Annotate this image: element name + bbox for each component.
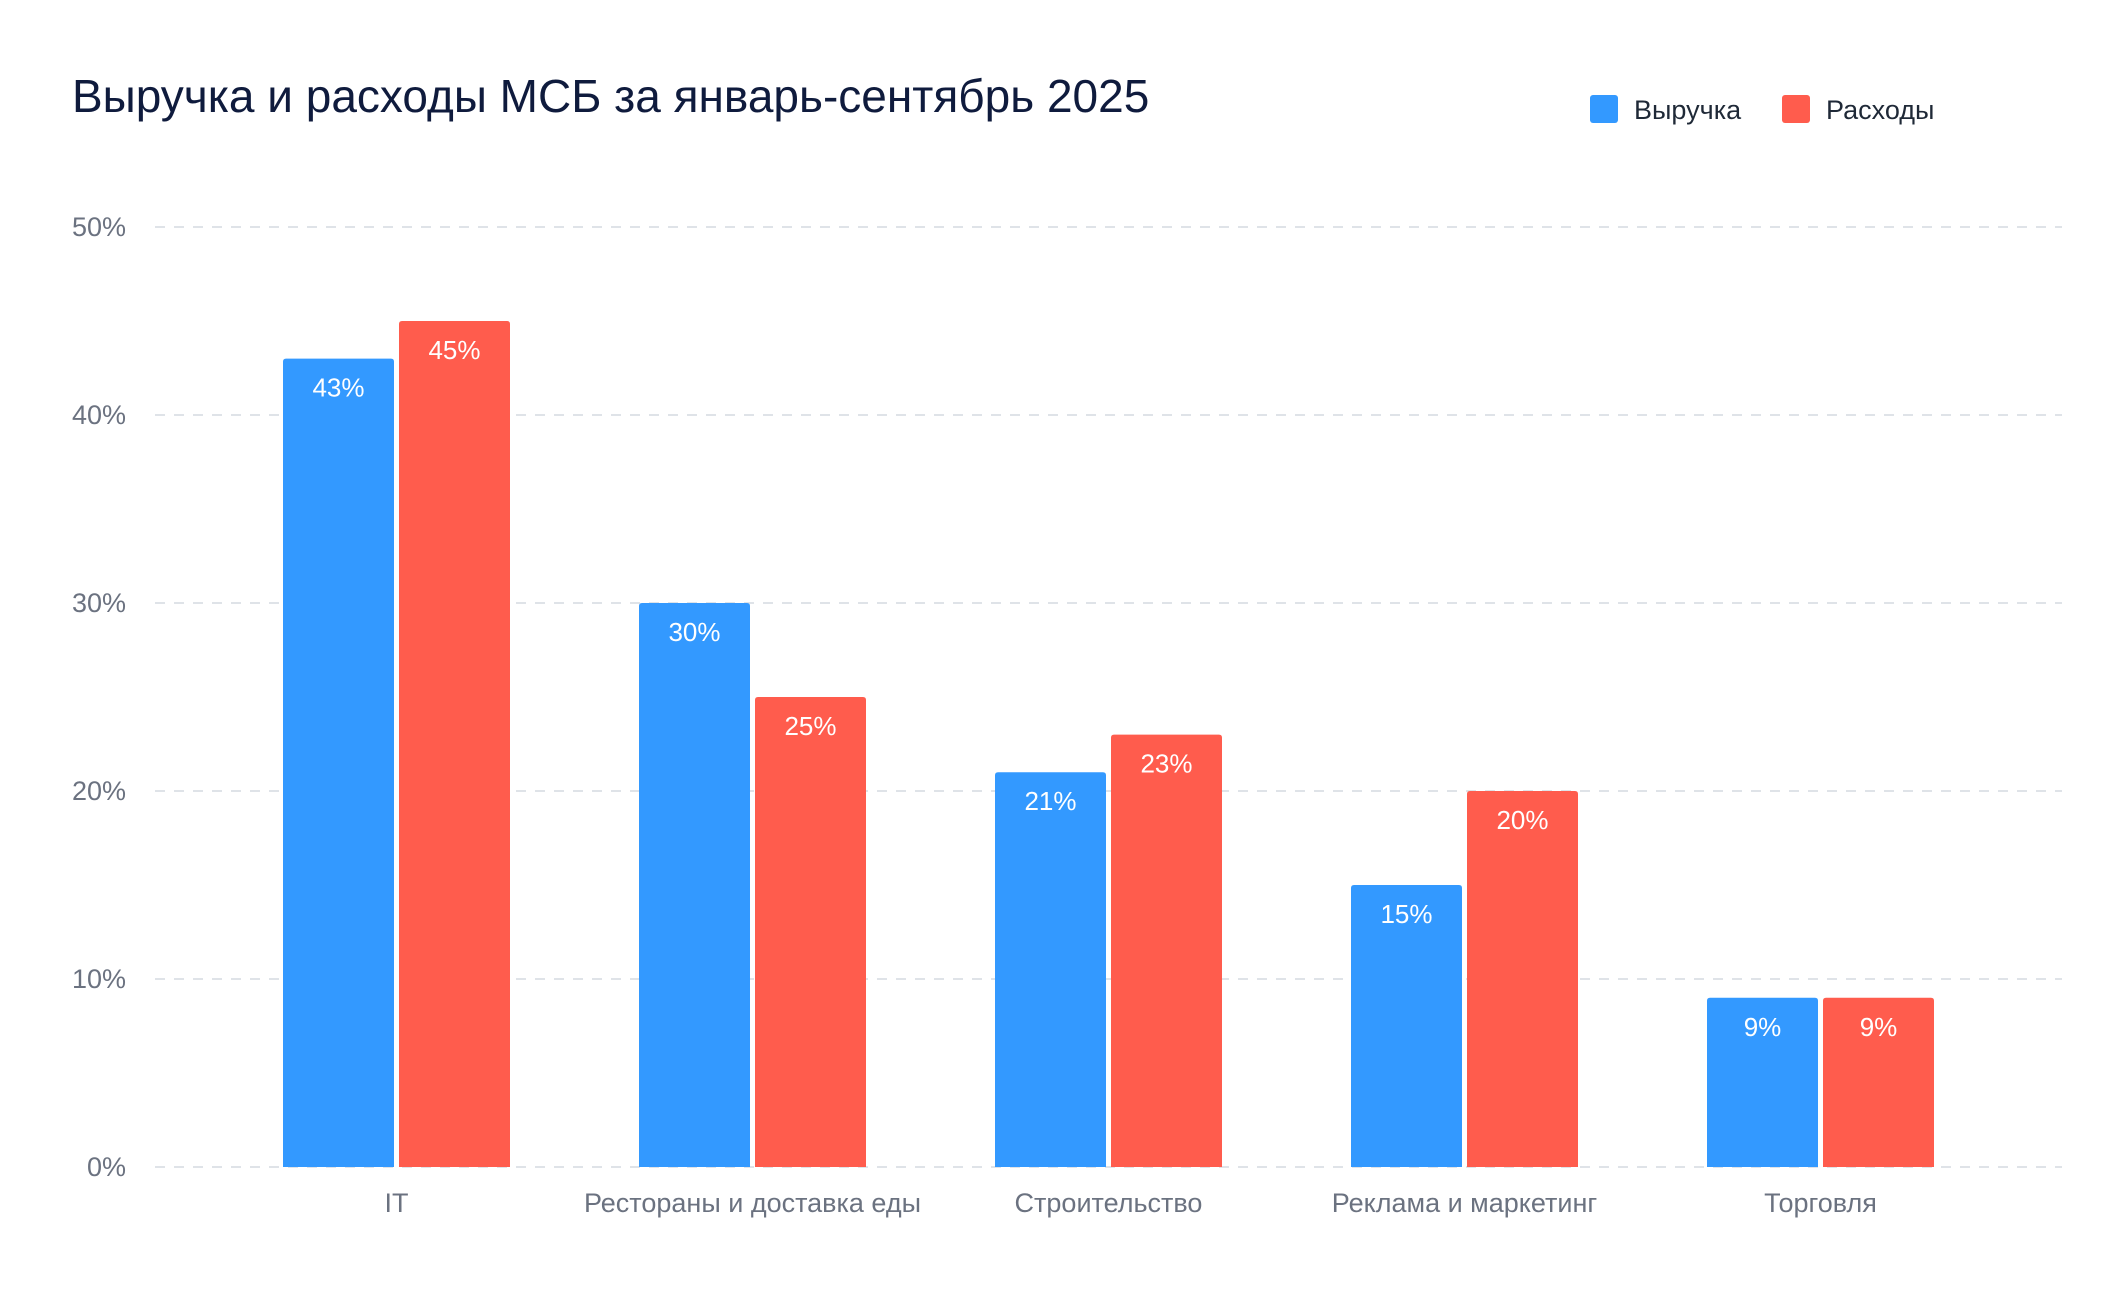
data-label-revenue: 30% (668, 617, 720, 647)
x-category-label: Рестораны и доставка еды (584, 1188, 921, 1218)
grid (155, 226, 2062, 1168)
x-axis: IT Рестораны и доставка еды Строительство Р… (385, 1188, 1877, 1218)
bar-revenue (283, 358, 394, 1168)
bar-revenue (1707, 997, 1818, 1167)
bar-expenses (1823, 997, 1934, 1167)
data-label-expenses: 25% (784, 711, 836, 741)
legend-label-expenses: Расходы (1826, 95, 1934, 125)
legend-label-revenue: Выручка (1634, 95, 1742, 125)
data-labels: 43% 45% 30% 25% 21% 23% 15% 20% 9% 9% (312, 335, 1897, 1042)
y-tick-label: 40% (72, 400, 126, 430)
legend-swatch-expenses (1782, 95, 1810, 123)
bar-revenue (995, 772, 1106, 1167)
bar-expenses (755, 697, 866, 1167)
bar-revenue (1351, 885, 1462, 1167)
y-tick-label: 20% (72, 776, 126, 806)
y-axis: 0% 10% 20% 30% 40% 50% (72, 212, 126, 1182)
x-category-label: Строительство (1015, 1188, 1203, 1218)
bar-revenue (639, 603, 750, 1167)
x-category-label: IT (385, 1188, 409, 1218)
y-tick-label: 10% (72, 964, 126, 994)
data-label-revenue: 9% (1744, 1012, 1782, 1042)
data-label-revenue: 15% (1380, 899, 1432, 929)
data-label-expenses: 9% (1860, 1012, 1898, 1042)
y-tick-label: 0% (87, 1152, 126, 1182)
data-label-expenses: 20% (1496, 805, 1548, 835)
bar-expenses (1111, 734, 1222, 1167)
chart-title: Выручка и расходы МСБ за январь-сентябрь… (72, 70, 1149, 122)
x-category-label: Реклама и маркетинг (1332, 1188, 1598, 1218)
x-category-label: Торговля (1764, 1188, 1877, 1218)
bars (283, 321, 1934, 1168)
y-tick-label: 50% (72, 212, 126, 242)
legend: Выручка Расходы (1590, 95, 1934, 125)
legend-swatch-revenue (1590, 95, 1618, 123)
bar-expenses (399, 321, 510, 1167)
data-label-revenue: 21% (1024, 786, 1076, 816)
y-tick-label: 30% (72, 588, 126, 618)
data-label-expenses: 45% (428, 335, 480, 365)
data-label-revenue: 43% (312, 373, 364, 403)
bar-expenses (1467, 791, 1578, 1167)
data-label-expenses: 23% (1140, 749, 1192, 779)
